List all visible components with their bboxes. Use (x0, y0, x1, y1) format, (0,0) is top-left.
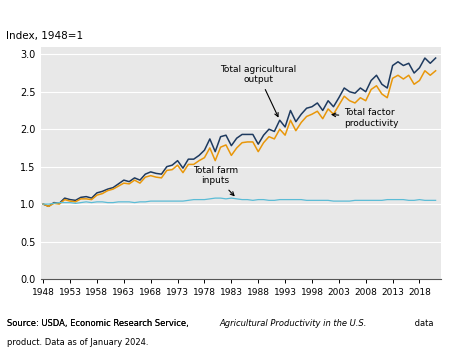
Text: Index, 1948=1: Index, 1948=1 (6, 31, 84, 41)
Text: Total factor
productivity: Total factor productivity (332, 108, 399, 128)
Text: Source: USDA, Economic Research Service,: Source: USDA, Economic Research Service, (7, 319, 191, 328)
Text: Source: USDA, Economic Research Service,: Source: USDA, Economic Research Service, (7, 319, 191, 328)
Text: Total farm
inputs: Total farm inputs (193, 166, 238, 195)
Text: U.S. agricultural output, inputs, and total factor productivity, 1948–2021: U.S. agricultural output, inputs, and to… (7, 16, 450, 26)
Text: product. Data as of January 2024.: product. Data as of January 2024. (7, 338, 148, 347)
Text: data: data (412, 319, 434, 328)
Text: Agricultural Productivity in the U.S.: Agricultural Productivity in the U.S. (220, 319, 367, 328)
Text: Total agricultural
output: Total agricultural output (220, 65, 297, 117)
